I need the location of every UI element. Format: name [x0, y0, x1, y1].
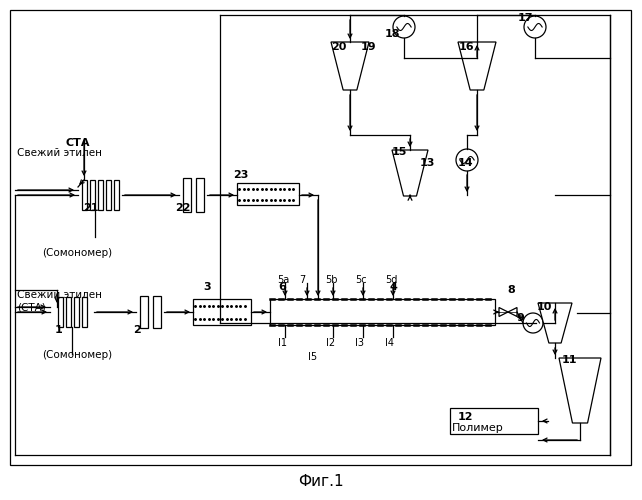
- Text: 22: 22: [175, 203, 191, 213]
- Text: I3: I3: [355, 338, 364, 348]
- Text: Свежий этилен: Свежий этилен: [17, 290, 102, 300]
- Text: 17: 17: [518, 13, 534, 23]
- Circle shape: [393, 16, 415, 38]
- Text: I1: I1: [278, 338, 287, 348]
- Text: I2: I2: [326, 338, 335, 348]
- Text: 19: 19: [361, 42, 377, 52]
- Text: 3: 3: [203, 282, 211, 292]
- Text: 12: 12: [458, 412, 474, 422]
- Text: 1: 1: [55, 325, 63, 335]
- Text: (СТА): (СТА): [17, 303, 46, 313]
- Bar: [105, 180, 110, 210]
- Text: 6: 6: [278, 282, 286, 292]
- Text: 20: 20: [331, 42, 347, 52]
- Bar: [270, 299, 495, 325]
- Polygon shape: [499, 308, 508, 316]
- Bar: [65, 297, 71, 327]
- Text: (Сомономер): (Сомономер): [42, 350, 112, 360]
- Text: 5d: 5d: [385, 275, 397, 285]
- Bar: [450, 408, 538, 434]
- Circle shape: [456, 149, 478, 171]
- Circle shape: [523, 313, 543, 333]
- Text: 7: 7: [299, 275, 305, 285]
- Text: Полимер: Полимер: [452, 423, 504, 433]
- Polygon shape: [508, 308, 517, 316]
- Text: 21: 21: [83, 203, 98, 213]
- Bar: [58, 297, 62, 327]
- Text: 13: 13: [420, 158, 435, 168]
- Text: 18: 18: [385, 29, 401, 39]
- Text: СТА: СТА: [65, 138, 89, 148]
- Bar: [196, 178, 204, 212]
- Text: I5: I5: [308, 352, 317, 362]
- Polygon shape: [392, 150, 428, 196]
- Text: 5a: 5a: [277, 275, 290, 285]
- Polygon shape: [538, 303, 572, 343]
- Text: 23: 23: [233, 170, 248, 180]
- Text: I4: I4: [385, 338, 394, 348]
- Text: 5c: 5c: [355, 275, 367, 285]
- Bar: [153, 296, 160, 328]
- Text: 4: 4: [390, 282, 398, 292]
- Polygon shape: [331, 42, 369, 90]
- Text: 11: 11: [562, 355, 578, 365]
- Bar: [89, 180, 94, 210]
- Text: Фиг.1: Фиг.1: [298, 474, 344, 490]
- Bar: [237, 183, 299, 205]
- Text: 16: 16: [459, 42, 474, 52]
- Text: Свежий этилен: Свежий этилен: [17, 148, 102, 158]
- Bar: [98, 180, 103, 210]
- Bar: [82, 297, 87, 327]
- Polygon shape: [559, 358, 601, 423]
- Text: (Сомономер): (Сомономер): [42, 248, 112, 258]
- Bar: [139, 296, 148, 328]
- Bar: [114, 180, 119, 210]
- Text: 15: 15: [392, 147, 408, 157]
- Bar: [193, 299, 251, 325]
- Bar: [82, 180, 87, 210]
- Text: 5b: 5b: [325, 275, 338, 285]
- Text: 8: 8: [507, 285, 515, 295]
- Text: 14: 14: [458, 158, 474, 168]
- Text: 10: 10: [537, 302, 552, 312]
- Bar: [182, 178, 191, 212]
- Polygon shape: [458, 42, 496, 90]
- Text: 2: 2: [133, 325, 141, 335]
- Text: 9: 9: [516, 313, 524, 323]
- Bar: [73, 297, 78, 327]
- Circle shape: [524, 16, 546, 38]
